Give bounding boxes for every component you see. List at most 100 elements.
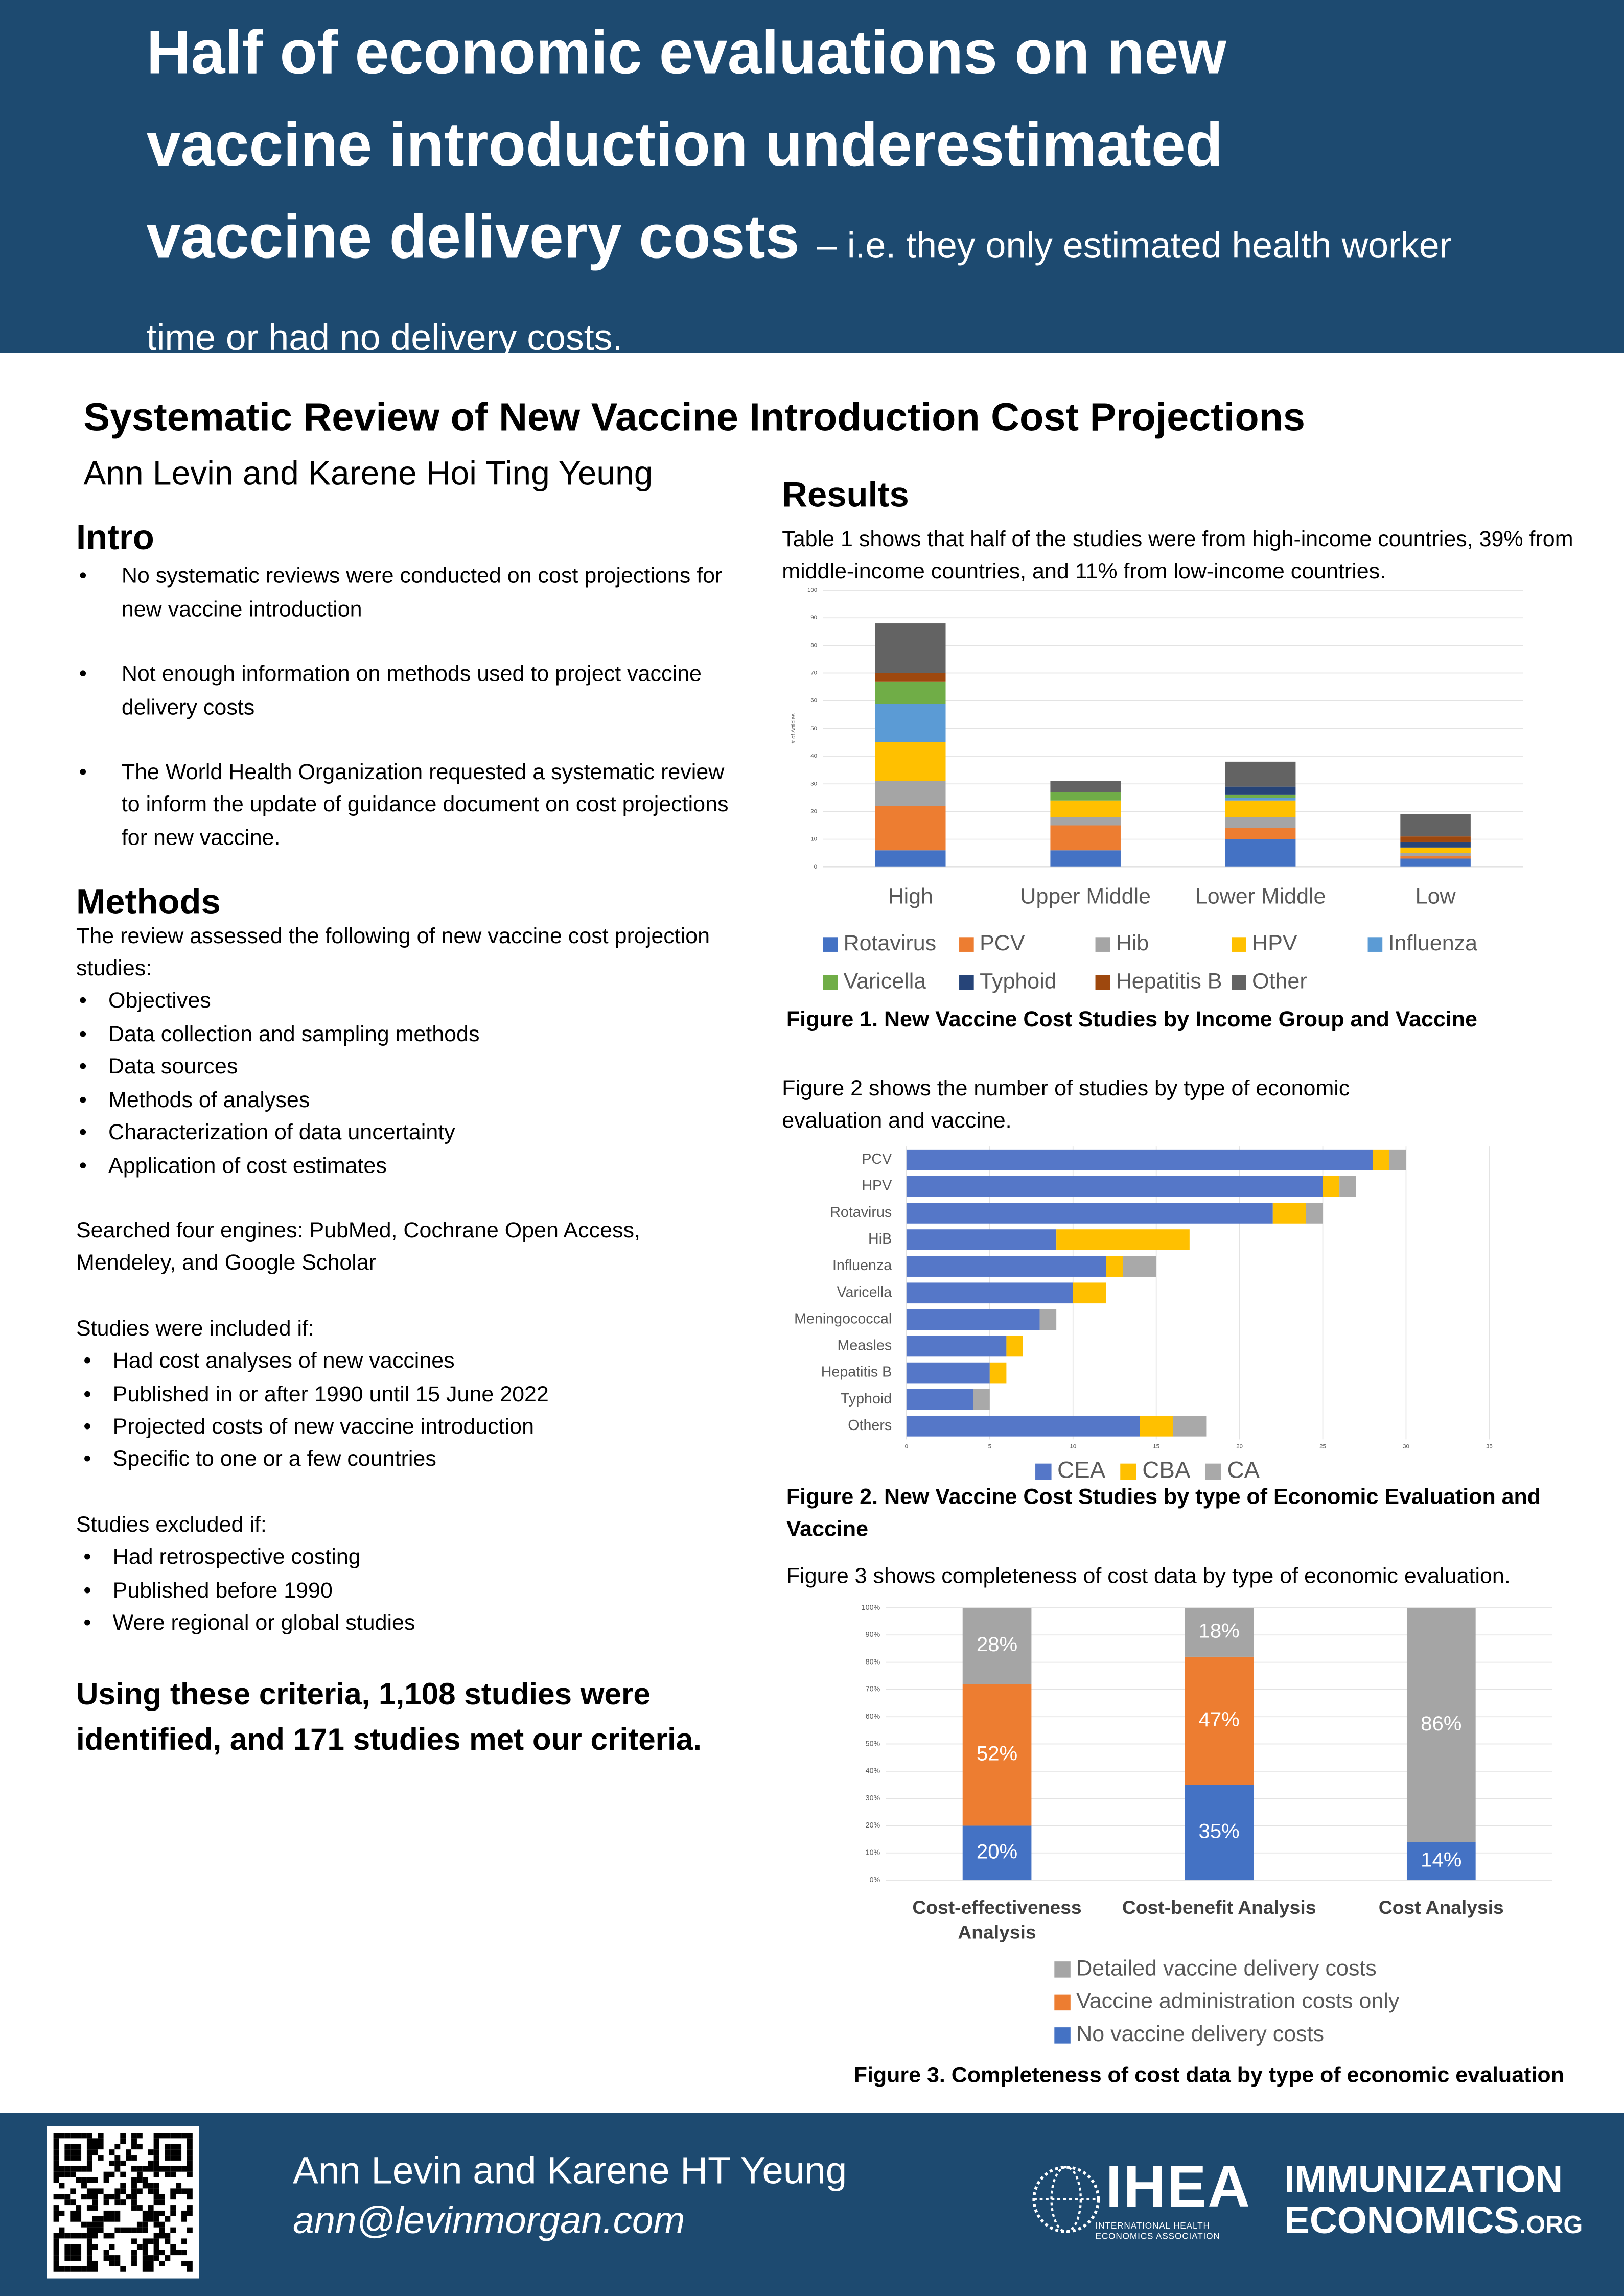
y-tick-label: 50% (866, 1740, 880, 1748)
bar-segment (1050, 792, 1121, 801)
qr-module (131, 2177, 137, 2183)
qr-module (187, 2149, 193, 2156)
legend-swatch (1054, 1961, 1071, 1978)
qr-module (148, 2183, 154, 2189)
qr-module (142, 2183, 148, 2189)
qr-module (142, 2250, 148, 2256)
qr-module (120, 2227, 126, 2233)
y-tick-label: Varicella (837, 1284, 892, 1300)
qr-module (126, 2149, 132, 2156)
legend-swatch (1120, 1463, 1136, 1480)
qr-module (59, 2194, 65, 2200)
qr-module (131, 2188, 137, 2194)
qr-module (187, 2266, 193, 2272)
excluded-item: Had retrospective costing (81, 1542, 735, 1575)
bar-segment (973, 1389, 990, 1410)
qr-module (92, 2199, 98, 2206)
qr-module (92, 2177, 98, 2183)
legend-swatch (1095, 975, 1110, 990)
methods-heading: Methods (76, 883, 221, 923)
bar-segment (1225, 817, 1296, 828)
qr-module (76, 2250, 82, 2256)
legend-swatch (1232, 937, 1246, 952)
qr-module (131, 2255, 137, 2261)
x-tick-label: 30 (1403, 1444, 1409, 1450)
qr-module (86, 2194, 92, 2200)
excluded-heading: Studies excluded if: (76, 1512, 267, 1537)
header-band (0, 0, 1624, 353)
qr-module (170, 2250, 176, 2256)
qr-module (86, 2205, 92, 2211)
qr-module (86, 2260, 92, 2266)
qr-module (70, 2166, 76, 2172)
qr-module (76, 2149, 82, 2156)
qr-module (98, 2138, 104, 2144)
qr-module (148, 2188, 154, 2194)
bar-segment (1173, 1415, 1207, 1437)
qr-module (165, 2255, 171, 2261)
qr-module (53, 2266, 59, 2272)
qr-module (53, 2210, 59, 2216)
bar-segment (906, 1203, 1273, 1224)
bar-segment (1400, 836, 1471, 842)
qr-module (53, 2260, 59, 2266)
bar-segment (1373, 1149, 1389, 1170)
qr-module (86, 2221, 92, 2228)
bar-segment (906, 1415, 1140, 1437)
bar-segment (906, 1149, 1373, 1170)
legend-label: Hib (1116, 931, 1149, 955)
results-text: Figure 3 shows completeness of cost data… (786, 1563, 1511, 1589)
qr-module (153, 2133, 159, 2139)
header: Half of economic evaluations on new vacc… (147, 6, 1465, 374)
x-tick-label: Upper Middle (1020, 884, 1151, 908)
x-tick-label: 25 (1319, 1444, 1326, 1450)
qr-module (86, 2266, 92, 2272)
qr-module (120, 2138, 126, 2144)
data-label: 35% (1199, 1819, 1240, 1842)
bar-segment (962, 1684, 1032, 1826)
qr-module (64, 2199, 71, 2206)
qr-module (103, 2250, 109, 2256)
header-title: Half of economic evaluations on new vacc… (146, 17, 1226, 271)
qr-module (159, 2166, 165, 2172)
qr-module (165, 2216, 171, 2222)
qr-module (170, 2144, 176, 2150)
legend-label: Other (1252, 969, 1307, 994)
y-tick-label: 30% (866, 1794, 880, 1802)
qr-module (98, 2227, 104, 2233)
bar-segment (1123, 1256, 1156, 1277)
qr-module (153, 2149, 159, 2156)
bar-segment (1225, 786, 1296, 795)
qr-module (98, 2144, 104, 2150)
results-text: Table 1 shows that half of the studies w… (782, 527, 1573, 585)
qr-module (64, 2194, 71, 2200)
header-subtitle: – i.e. they only estimated health worker… (146, 225, 1452, 359)
x-tick-label: Lower Middle (1195, 884, 1326, 908)
bar-segment (1225, 794, 1296, 798)
qr-module (70, 2144, 76, 2150)
qr-module (92, 2266, 98, 2272)
qr-module (109, 2210, 115, 2216)
y-tick-label: HPV (862, 1178, 892, 1194)
y-tick-label: 80 (810, 642, 817, 648)
qr-module (109, 2260, 115, 2266)
qr-module (53, 2177, 59, 2183)
qr-module (153, 2160, 159, 2166)
qr-module (53, 2166, 59, 2172)
y-tick-label: 0% (870, 1876, 880, 1884)
intro-heading: Intro (76, 518, 154, 558)
legend-swatch (823, 975, 838, 990)
bar-segment (875, 704, 946, 742)
bar-segment (1050, 825, 1121, 851)
qr-module (187, 2144, 193, 2150)
qr-module (126, 2194, 132, 2200)
excluded-item: Published before 1990 (81, 1575, 735, 1608)
methods-lead: The review assessed the following of new… (76, 923, 710, 981)
qr-module (64, 2233, 71, 2239)
qr-module (170, 2155, 176, 2161)
chart: 0 10 20 30 40 50 60 70 80 90 100 # of Articles High U… (791, 587, 1523, 994)
qr-module (159, 2227, 165, 2233)
bar-segment (906, 1362, 990, 1384)
y-tick-label: Hepatitis B (821, 1364, 892, 1380)
qr-module (131, 2199, 137, 2206)
